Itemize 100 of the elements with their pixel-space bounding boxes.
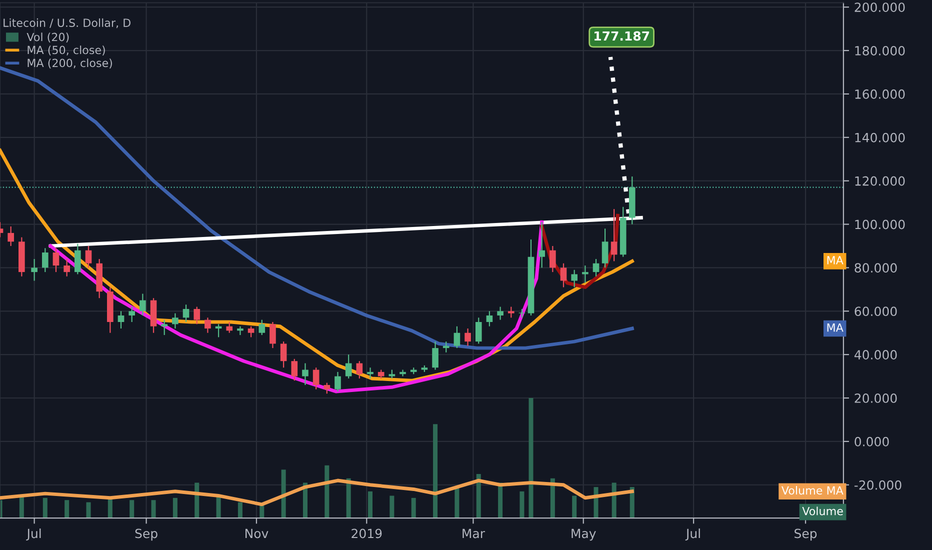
- bar: [550, 478, 555, 518]
- candlestick: [140, 293, 146, 316]
- candlestick: [204, 317, 211, 334]
- bar: [324, 465, 330, 518]
- candlestick: [31, 258, 38, 282]
- x-tick-label: Jul: [26, 528, 41, 541]
- candlestick: [42, 248, 48, 273]
- candlestick: [432, 340, 438, 370]
- candlestick: [442, 340, 450, 353]
- bar: [151, 500, 156, 518]
- candlestick: [237, 326, 244, 336]
- bar: [64, 500, 70, 518]
- line-series: [540, 214, 620, 289]
- candlestick: [345, 354, 352, 380]
- candlestick: [400, 369, 406, 377]
- y-tick-label: 20.000: [854, 393, 897, 403]
- candlestick: [248, 326, 254, 338]
- y-tick-label: 80.000: [854, 263, 897, 273]
- bar: [194, 482, 200, 518]
- text: Litecoin / U.S. Dollar, D: [4, 18, 130, 28]
- candlestick: [226, 321, 233, 334]
- line-series: [48, 220, 544, 394]
- candlestick: [194, 306, 200, 325]
- legend-label: MA (200, close): [28, 58, 112, 68]
- y-tick-label: 0.000: [854, 436, 889, 446]
- bar: [454, 487, 460, 518]
- candlestick: [85, 245, 92, 268]
- annotation: MA: [827, 323, 844, 332]
- candlestick: [571, 269, 578, 288]
- legend-label: MA (50, close): [28, 46, 105, 56]
- x-tick-label: May: [572, 528, 596, 541]
- candlestick: [334, 371, 341, 392]
- candlestick: [356, 360, 363, 380]
- candlestick: [128, 306, 136, 323]
- x-tick-label: Jul: [685, 528, 700, 541]
- bar: [281, 470, 286, 518]
- annotation: MA: [827, 256, 844, 264]
- candlestick: [582, 264, 588, 284]
- bar: [86, 502, 91, 518]
- candlestick: [486, 310, 493, 327]
- y-tick-label: 60.000: [854, 306, 897, 316]
- candlestick: [324, 382, 330, 394]
- bar: [130, 500, 134, 518]
- bar: [172, 498, 178, 518]
- candlestick: [454, 326, 460, 349]
- line-series: [0, 478, 634, 506]
- x-tick-label: 2019: [352, 528, 382, 538]
- bar: [390, 496, 394, 518]
- bar: [630, 487, 634, 518]
- bar: [498, 482, 503, 518]
- candlestick: [497, 306, 504, 320]
- x-tick-label: Mar: [462, 528, 485, 538]
- candlestick: [592, 258, 600, 277]
- candlestick: [280, 340, 287, 368]
- candlestick: [182, 304, 190, 323]
- annotation: 177.187: [594, 31, 650, 41]
- candlestick: [291, 358, 298, 382]
- bar: [216, 496, 221, 518]
- candlestick: [161, 319, 168, 336]
- y-tick-label: 180.000: [855, 46, 905, 56]
- candlestick: [550, 245, 556, 273]
- x-tick-label: Sep: [794, 528, 817, 541]
- bar: [433, 424, 438, 518]
- bar: [528, 398, 534, 518]
- candlestick: [64, 258, 70, 277]
- candlestick: [367, 367, 374, 380]
- bar: [520, 491, 524, 518]
- candlestick: [464, 328, 471, 346]
- annotation: Volume MA: [782, 486, 844, 495]
- bar: [612, 482, 616, 518]
- candlestick: [258, 319, 266, 336]
- bar: [476, 474, 481, 518]
- y-tick-label: 40.000: [854, 350, 897, 360]
- y-tick-label: 160.000: [855, 89, 905, 99]
- y-tick-label: 140.000: [855, 132, 905, 142]
- bar: [411, 498, 416, 518]
- x-tick-label: Sep: [135, 528, 158, 541]
- candlestick: [270, 321, 276, 349]
- y-tick-label: 200.000: [854, 2, 905, 12]
- candlestick: [8, 226, 14, 247]
- bar: [108, 498, 112, 518]
- candlestick: [538, 222, 545, 268]
- candlestick: [118, 310, 124, 330]
- candlestick: [52, 248, 60, 273]
- bar: [572, 496, 577, 518]
- bar: [42, 498, 48, 518]
- candlestick: [560, 262, 567, 288]
- y-tick-label: -20.000: [854, 480, 902, 490]
- bar: [368, 491, 373, 518]
- y-tick-label: 100.000: [855, 220, 905, 230]
- candlestick: [610, 208, 618, 262]
- y-tick-label: 120.000: [855, 176, 905, 186]
- candlestick: [475, 317, 482, 344]
- annotation: Volume: [802, 506, 843, 516]
- candlestick: [602, 228, 608, 268]
- candlestick: [302, 362, 308, 386]
- candlestick: [312, 367, 320, 390]
- bar: [19, 496, 24, 518]
- candlestick: [508, 306, 514, 318]
- bar: [346, 478, 351, 518]
